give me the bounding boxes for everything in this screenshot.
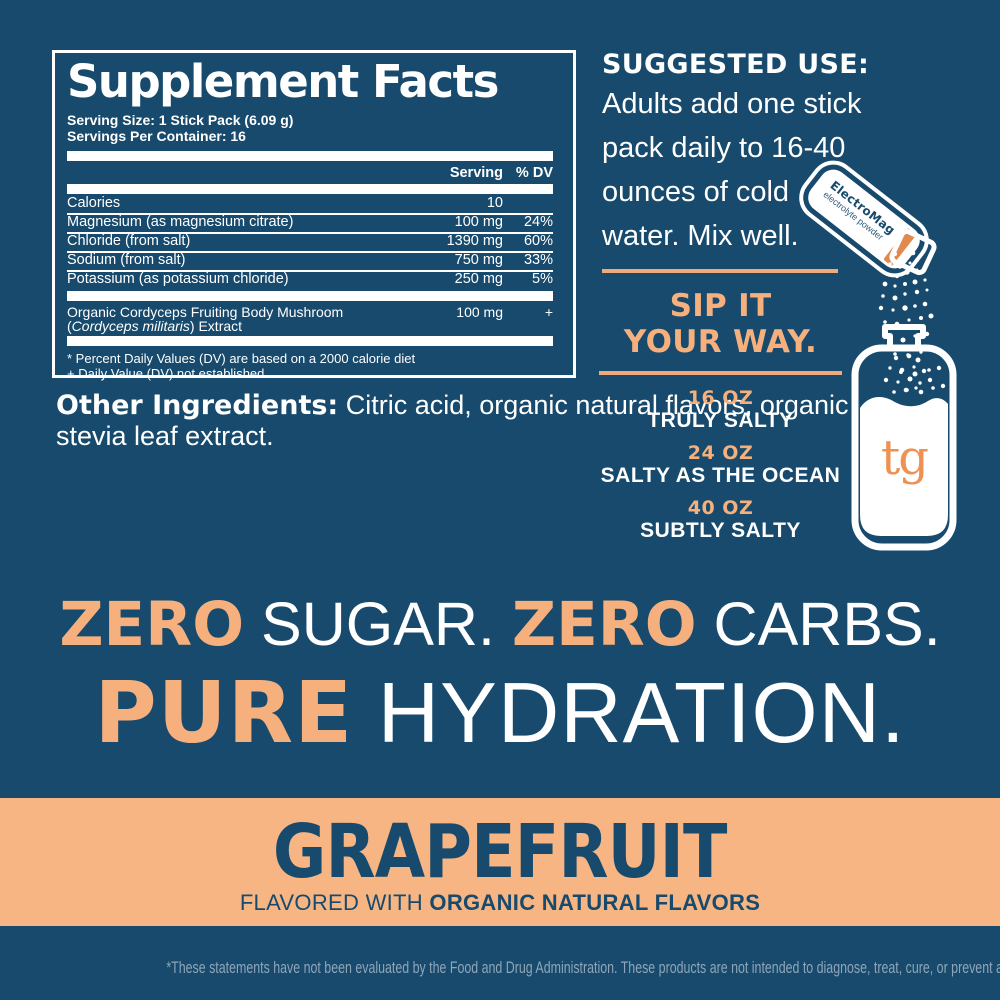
headline-line-2: PURE HYDRATION.	[0, 670, 1000, 758]
other-ingredients-text: Citric acid, organic natural flavors, or…	[56, 390, 849, 451]
table-row: Calories 10	[67, 195, 503, 211]
list-item: 40 OZ SUBTLY SALTY	[640, 497, 801, 542]
bottle-body	[851, 344, 957, 551]
bottle-illustration: tg	[851, 324, 957, 551]
sugar-word: SUGAR.	[261, 590, 495, 658]
suggested-use-title: SUGGESTED USE:	[602, 49, 870, 80]
pure-word: PURE	[94, 664, 354, 763]
flavor-name: GRAPEFRUIT	[273, 809, 727, 895]
supplement-facts-panel: Supplement Facts Serving Size: 1 Stick P…	[52, 50, 576, 381]
col-amount-per-serving: Amount Per Serving	[420, 149, 503, 181]
supplement-facts-title: Supplement Facts	[67, 55, 499, 108]
footnote-plus: + Daily Value (DV) not established	[67, 366, 265, 381]
suggested-use-line: water. Mix well.	[602, 220, 799, 252]
headline-line-1: ZERO SUGAR. ZERO CARBS.	[0, 592, 1000, 657]
suggested-use: SUGGESTED USE: Adults add one stick pack…	[602, 48, 922, 258]
headline: ZERO SUGAR. ZERO CARBS. PURE HYDRATION.	[0, 592, 1000, 758]
list-item: 16 OZ TRULY SALTY	[647, 387, 794, 432]
hydration-word: HYDRATION.	[377, 666, 906, 761]
servings-per-container: Servings Per Container: 16	[67, 128, 246, 144]
powder-in-bottle	[883, 353, 933, 394]
serving-size: Serving Size: 1 Stick Pack (6.09 g)	[67, 112, 294, 128]
disclaimer: *These statements have not been evaluate…	[166, 958, 1000, 977]
table-row: Potassium (as potassium chloride) 250 mg…	[67, 270, 553, 287]
sip-it-your-way: SIP IT YOUR WAY. 16 OZ TRULY SALTY 24 OZ…	[599, 288, 842, 553]
facts-rows: Calories 10 Magnesium (as magnesium citr…	[67, 194, 553, 289]
divider-bar	[67, 151, 553, 161]
table-row: Magnesium (as magnesium citrate) 100 mg …	[67, 213, 553, 230]
table-row: Chloride (from salt) 1390 mg 60%	[67, 232, 553, 249]
suggested-use-line: pack daily to 16-40	[602, 132, 846, 164]
orange-divider	[602, 269, 838, 273]
footnote-dv: * Percent Daily Values (DV) are based on…	[67, 351, 416, 366]
facts-header-row: Amount Per Serving % DV	[67, 149, 553, 184]
bottle-water	[860, 396, 948, 536]
divider-bar	[67, 336, 553, 346]
divider-bar	[67, 184, 553, 194]
sip-options: 16 OZ TRULY SALTY 24 OZ SALTY AS THE OCE…	[599, 388, 842, 542]
carbs-word: CARBS.	[713, 590, 941, 658]
suggested-use-line: Adults add one stick	[602, 88, 862, 120]
divider-bar	[67, 291, 553, 301]
zero-word: ZERO	[59, 589, 245, 660]
bottle-neck	[882, 324, 926, 350]
table-row-cordyceps: Organic Cordyceps Fruiting Body Mushroom…	[67, 304, 553, 334]
zero-word: ZERO	[511, 589, 697, 660]
tg-logo: tg	[881, 430, 928, 486]
flavor-subtitle: FLAVORED WITH ORGANIC NATURAL FLAVORS	[239, 890, 761, 915]
other-ingredients-label: Other Ingredients:	[56, 390, 339, 421]
table-row: Sodium (from salt) 750 mg 33%	[67, 251, 553, 268]
facts-footnotes: * Percent Daily Values (DV) are based on…	[67, 351, 553, 381]
flavor-band: GRAPEFRUIT FLAVORED WITH ORGANIC NATURAL…	[0, 798, 1000, 926]
sip-title: SIP IT YOUR WAY.	[623, 288, 818, 360]
suggested-use-line: ounces of cold	[602, 176, 790, 208]
other-ingredients: Other Ingredients: Citric acid, organic …	[56, 390, 886, 451]
list-item: 24 OZ SALTY AS THE OCEAN	[600, 442, 841, 487]
col-percent-dv: % DV	[515, 165, 553, 181]
orange-divider	[599, 371, 842, 375]
